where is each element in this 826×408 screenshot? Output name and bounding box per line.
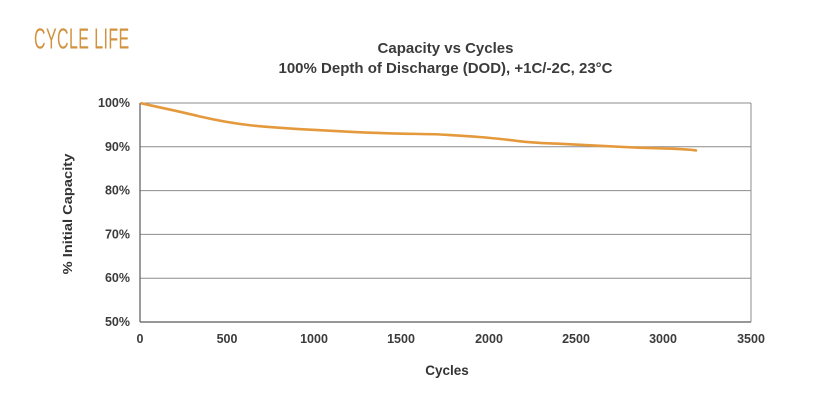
svg-text:60%: 60% [105, 271, 130, 285]
svg-text:80%: 80% [105, 184, 130, 198]
svg-text:0: 0 [137, 332, 144, 346]
svg-text:1000: 1000 [300, 332, 328, 346]
svg-text:90%: 90% [105, 140, 130, 154]
svg-text:100%: 100% [98, 96, 130, 110]
svg-text:Cycles: Cycles [425, 363, 469, 378]
svg-text:3500: 3500 [737, 332, 765, 346]
svg-text:3000: 3000 [649, 332, 677, 346]
svg-text:50%: 50% [105, 315, 130, 329]
svg-text:% Initial Capacity: % Initial Capacity [60, 153, 75, 274]
svg-text:2500: 2500 [562, 332, 590, 346]
svg-text:500: 500 [217, 332, 238, 346]
svg-text:2000: 2000 [475, 332, 503, 346]
svg-text:1500: 1500 [387, 332, 415, 346]
svg-text:70%: 70% [105, 227, 130, 241]
